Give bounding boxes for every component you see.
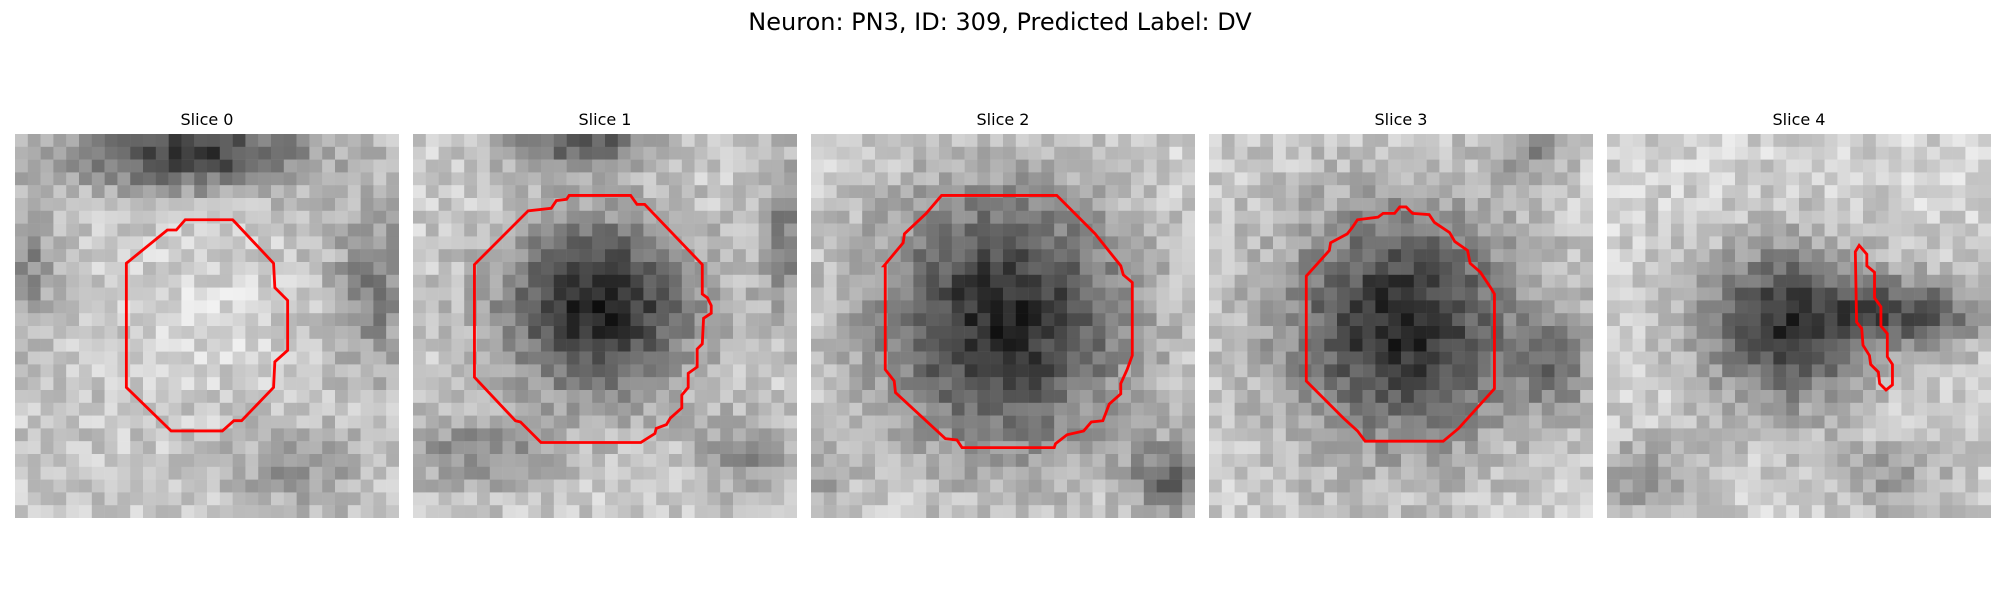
slice-4-image [1607,134,1991,518]
slice-0-grayscale-tiles [15,134,399,518]
figure-title: Neuron: PN3, ID: 309, Predicted Label: D… [748,8,1252,36]
slice-4-contour [1853,242,1894,392]
slice-3-image [1209,134,1593,518]
slice-1-title: Slice 1 [578,110,632,129]
slice-3-title: Slice 3 [1374,110,1428,129]
slice-1-contour [473,194,713,444]
slice-4-grayscale-tiles [1607,134,1991,518]
slice-1-grayscale-tiles [413,134,797,518]
slice-4-panel [1607,134,1991,518]
slice-3-grayscale-tiles [1209,134,1593,518]
slice-0-title: Slice 0 [180,110,234,129]
slice-2-grayscale-tiles [811,134,1195,518]
slice-3-panel [1209,134,1593,518]
slice-0-panel [15,134,399,518]
slice-4-title: Slice 4 [1772,110,1826,129]
slice-0-contour [124,218,290,433]
slice-1-image [413,134,797,518]
slice-2-title: Slice 2 [976,110,1030,129]
slice-0-image [15,134,399,518]
slice-2-contour [880,194,1134,450]
slice-3-contour [1304,205,1496,443]
slice-2-panel [811,134,1195,518]
slice-1-panel [413,134,797,518]
slice-2-image [811,134,1195,518]
